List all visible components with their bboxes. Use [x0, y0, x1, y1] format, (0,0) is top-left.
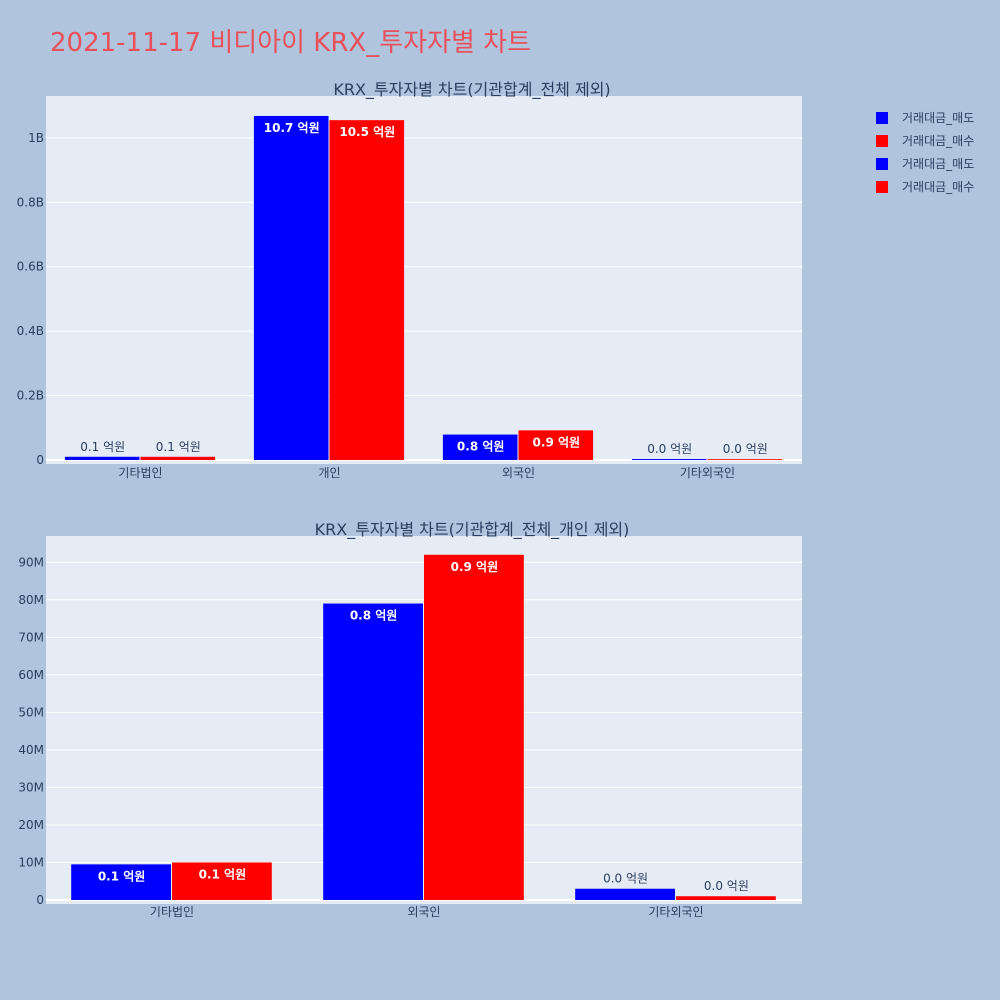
data-label: 10.7 억원	[264, 121, 320, 135]
legend: 거래대금_매도 거래대금_매수 거래대금_매도 거래대금_매수	[876, 106, 974, 198]
x-tick-label: 외국인	[502, 466, 535, 480]
page-title: 2021-11-17 비디아이 KRX_투자자별 차트	[50, 28, 532, 58]
bar	[329, 120, 405, 460]
y-tick-label: 0.8B	[17, 195, 44, 209]
y-tick-label: 50M	[18, 705, 44, 719]
legend-swatch	[876, 111, 888, 124]
legend-swatch	[876, 134, 888, 147]
legend-swatch	[876, 180, 888, 193]
chart-1: 0 0.2B 0.4B 0.6B 0.8B 1B KRX_투자자별 차트(기관합계_전체 제…	[17, 80, 802, 480]
y-tick-label: 40M	[18, 743, 44, 757]
data-label: 0.9 억원	[451, 560, 499, 574]
y-tick-label: 0.4B	[17, 324, 44, 338]
legend-label: 거래대금_매수	[902, 180, 975, 194]
y-tick-label: 0	[36, 453, 44, 467]
data-label: 0.1 억원	[80, 440, 125, 454]
bar	[64, 456, 140, 460]
bar	[140, 456, 216, 460]
x-tick-label: 개인	[318, 466, 340, 480]
y-tick-label: 10M	[18, 855, 44, 869]
bar	[323, 603, 423, 900]
data-label: 0.1 억원	[199, 867, 247, 881]
data-label: 0.0 억원	[647, 442, 692, 456]
y-tick-label: 80M	[18, 593, 44, 607]
data-label: 0.0 억원	[603, 872, 648, 886]
bar	[676, 896, 776, 900]
data-label: 0.1 억원	[98, 869, 146, 883]
x-tick-label: 기타외국인	[648, 905, 703, 919]
plot-area	[46, 96, 802, 464]
y-tick-label: 70M	[18, 630, 44, 644]
x-tick-label: 기타법인	[150, 905, 194, 919]
y-tick-label: 20M	[18, 818, 44, 832]
bar	[442, 434, 518, 460]
legend-label: 거래대금_매수	[902, 134, 975, 148]
legend-swatch	[876, 157, 888, 170]
y-tick-label: 90M	[18, 555, 44, 569]
bar	[518, 430, 594, 460]
bar	[71, 864, 171, 900]
y-tick-label: 0.2B	[17, 389, 44, 403]
y-tick-label: 60M	[18, 668, 44, 682]
y-tick-label: 30M	[18, 780, 44, 794]
data-label: 0.8 억원	[350, 609, 398, 623]
chart-title: KRX_투자자별 차트(기관합계_전체 제외)	[333, 80, 610, 100]
bar	[424, 554, 524, 900]
bar	[253, 115, 329, 460]
legend-item[interactable]: 거래대금_매수	[876, 175, 974, 198]
chart-title: KRX_투자자별 차트(기관합계_전체_개인 제외)	[315, 520, 630, 540]
data-label: 0.0 억원	[723, 442, 768, 456]
bar	[575, 888, 675, 900]
x-tick-label: 기타법인	[118, 466, 162, 480]
legend-label: 거래대금_매도	[902, 157, 975, 171]
bar	[631, 459, 707, 460]
data-label: 0.8 억원	[457, 440, 505, 454]
x-tick-label: 기타외국인	[680, 466, 735, 480]
data-label: 10.5 억원	[339, 125, 395, 139]
bar	[172, 862, 272, 900]
legend-item[interactable]: 거래대금_매수	[876, 129, 974, 152]
data-label: 0.0 억원	[704, 879, 749, 893]
legend-label: 거래대금_매도	[902, 111, 975, 125]
data-label: 0.9 억원	[533, 435, 581, 449]
y-tick-label: 0.6B	[17, 260, 44, 274]
data-label: 0.1 억원	[156, 440, 201, 454]
y-tick-label: 1B	[28, 131, 44, 145]
legend-item[interactable]: 거래대금_매도	[876, 152, 974, 175]
legend-item[interactable]: 거래대금_매도	[876, 106, 974, 129]
y-tick-label: 0	[36, 893, 44, 907]
bar	[707, 459, 783, 460]
chart-2: 0 10M 20M 30M 40M 50M 60M 70M 80M 90M KRX_투자자별 차트(…	[18, 520, 802, 919]
x-tick-label: 외국인	[407, 905, 440, 919]
